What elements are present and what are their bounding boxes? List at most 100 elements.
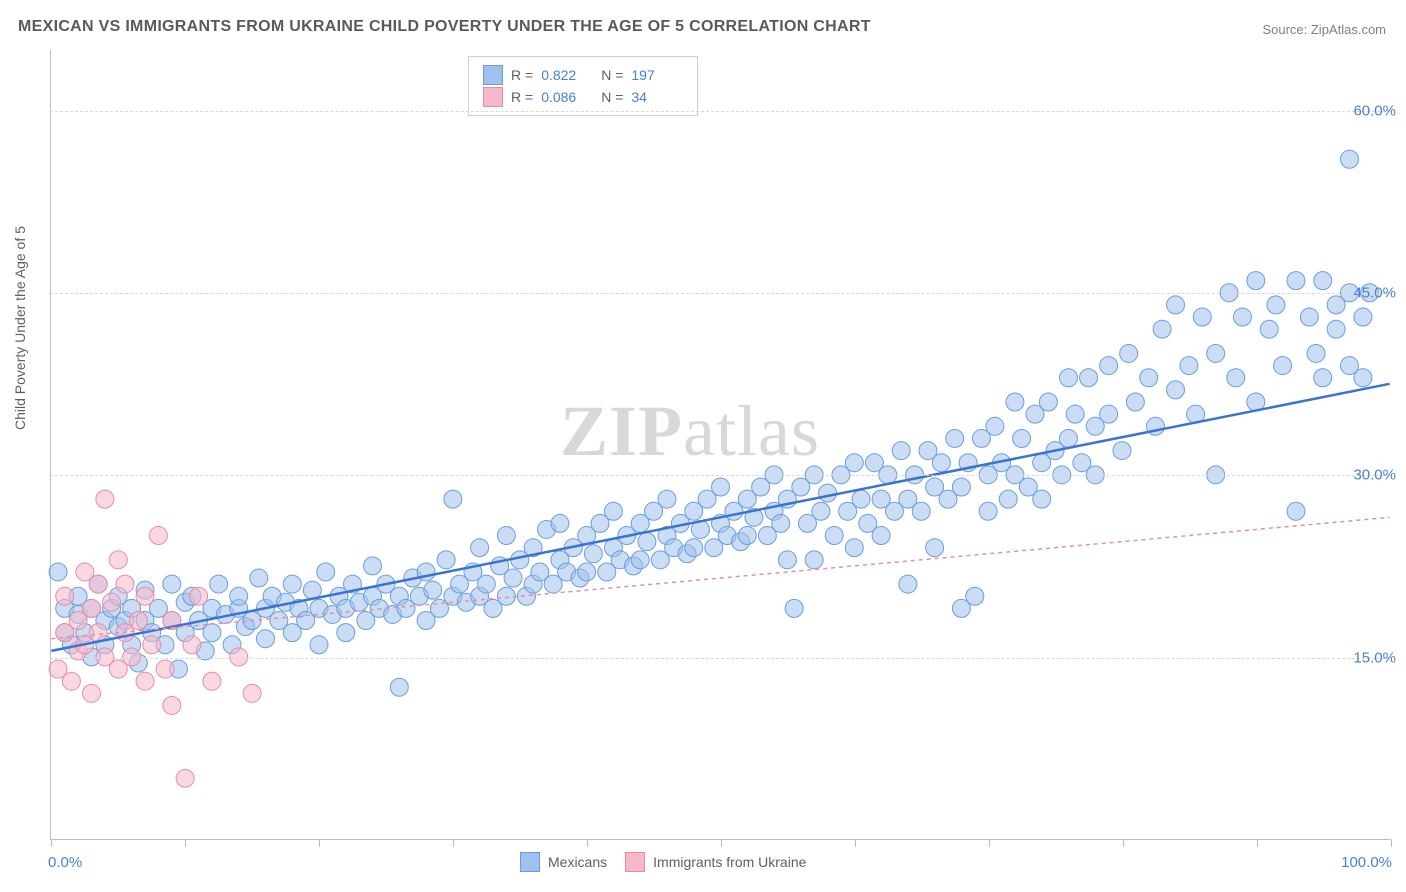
series-legend: Mexicans Immigrants from Ukraine: [520, 852, 806, 872]
data-point: [89, 575, 107, 593]
data-point: [946, 429, 964, 447]
data-point: [1013, 429, 1031, 447]
data-point: [1341, 150, 1359, 168]
x-tick: [319, 839, 320, 847]
y-tick-label: 60.0%: [1353, 102, 1396, 119]
data-point: [129, 612, 147, 630]
data-point: [1247, 272, 1265, 290]
data-point: [1287, 502, 1305, 520]
data-point: [136, 672, 154, 690]
data-point: [437, 551, 455, 569]
source-credit: Source: ZipAtlas.com: [1262, 22, 1386, 37]
data-point: [604, 502, 622, 520]
data-point: [1354, 369, 1372, 387]
x-tick: [1257, 839, 1258, 847]
y-tick-label: 45.0%: [1353, 285, 1396, 302]
x-tick: [51, 839, 52, 847]
data-point: [283, 575, 301, 593]
data-point: [1300, 308, 1318, 326]
data-point: [785, 599, 803, 617]
data-point: [1354, 308, 1372, 326]
x-tick: [855, 839, 856, 847]
data-point: [1039, 393, 1057, 411]
data-point: [551, 514, 569, 532]
data-point: [143, 636, 161, 654]
data-point: [1153, 320, 1171, 338]
data-point: [584, 545, 602, 563]
data-point: [243, 684, 261, 702]
data-point: [712, 478, 730, 496]
legend-item-1: Mexicans: [520, 852, 607, 872]
data-point: [390, 678, 408, 696]
data-point: [56, 587, 74, 605]
data-point: [738, 527, 756, 545]
x-tick: [721, 839, 722, 847]
data-point: [1307, 344, 1325, 362]
data-point: [986, 417, 1004, 435]
data-point: [497, 527, 515, 545]
data-point: [631, 551, 649, 569]
r-label: R =: [511, 67, 533, 83]
correlation-legend: R = 0.822 N = 197 R = 0.086 N = 34: [468, 56, 698, 116]
n-value-1: 197: [631, 67, 683, 83]
data-point: [96, 490, 114, 508]
scatter-svg: [51, 50, 1390, 839]
legend-row-series-2: R = 0.086 N = 34: [483, 87, 683, 107]
data-point: [638, 533, 656, 551]
x-tick: [453, 839, 454, 847]
data-point: [1140, 369, 1158, 387]
data-point: [966, 587, 984, 605]
data-point: [190, 587, 208, 605]
data-point: [89, 624, 107, 642]
data-point: [912, 502, 930, 520]
data-point: [1227, 369, 1245, 387]
data-point: [1059, 369, 1077, 387]
swatch-bottom-2: [625, 852, 645, 872]
gridline: [50, 111, 1390, 112]
data-point: [176, 769, 194, 787]
y-tick-label: 30.0%: [1353, 467, 1396, 484]
data-point: [504, 569, 522, 587]
legend-label-1: Mexicans: [548, 854, 607, 870]
data-point: [926, 539, 944, 557]
data-point: [1100, 357, 1118, 375]
y-tick-label: 15.0%: [1353, 649, 1396, 666]
data-point: [772, 514, 790, 532]
data-point: [337, 624, 355, 642]
data-point: [136, 587, 154, 605]
x-tick: [1391, 839, 1392, 847]
data-point: [364, 557, 382, 575]
x-tick: [185, 839, 186, 847]
data-point: [825, 527, 843, 545]
data-point: [444, 490, 462, 508]
data-point: [1267, 296, 1285, 314]
data-point: [471, 539, 489, 557]
data-point: [250, 569, 268, 587]
data-point: [116, 575, 134, 593]
data-point: [852, 490, 870, 508]
data-point: [203, 672, 221, 690]
data-point: [999, 490, 1017, 508]
data-point: [183, 636, 201, 654]
r-value-2: 0.086: [541, 89, 593, 105]
data-point: [103, 593, 121, 611]
data-point: [1100, 405, 1118, 423]
data-point: [1314, 369, 1332, 387]
data-point: [979, 502, 997, 520]
data-point: [1180, 357, 1198, 375]
data-point: [845, 454, 863, 472]
data-point: [49, 563, 67, 581]
gridline: [50, 658, 1390, 659]
data-point: [1207, 344, 1225, 362]
r-value-1: 0.822: [541, 67, 593, 83]
legend-item-2: Immigrants from Ukraine: [625, 852, 806, 872]
data-point: [1006, 393, 1024, 411]
data-point: [872, 527, 890, 545]
data-point: [163, 696, 181, 714]
chart-title: MEXICAN VS IMMIGRANTS FROM UKRAINE CHILD…: [18, 18, 871, 36]
data-point: [149, 527, 167, 545]
data-point: [1193, 308, 1211, 326]
data-point: [1059, 429, 1077, 447]
data-point: [845, 539, 863, 557]
swatch-series-1: [483, 65, 503, 85]
